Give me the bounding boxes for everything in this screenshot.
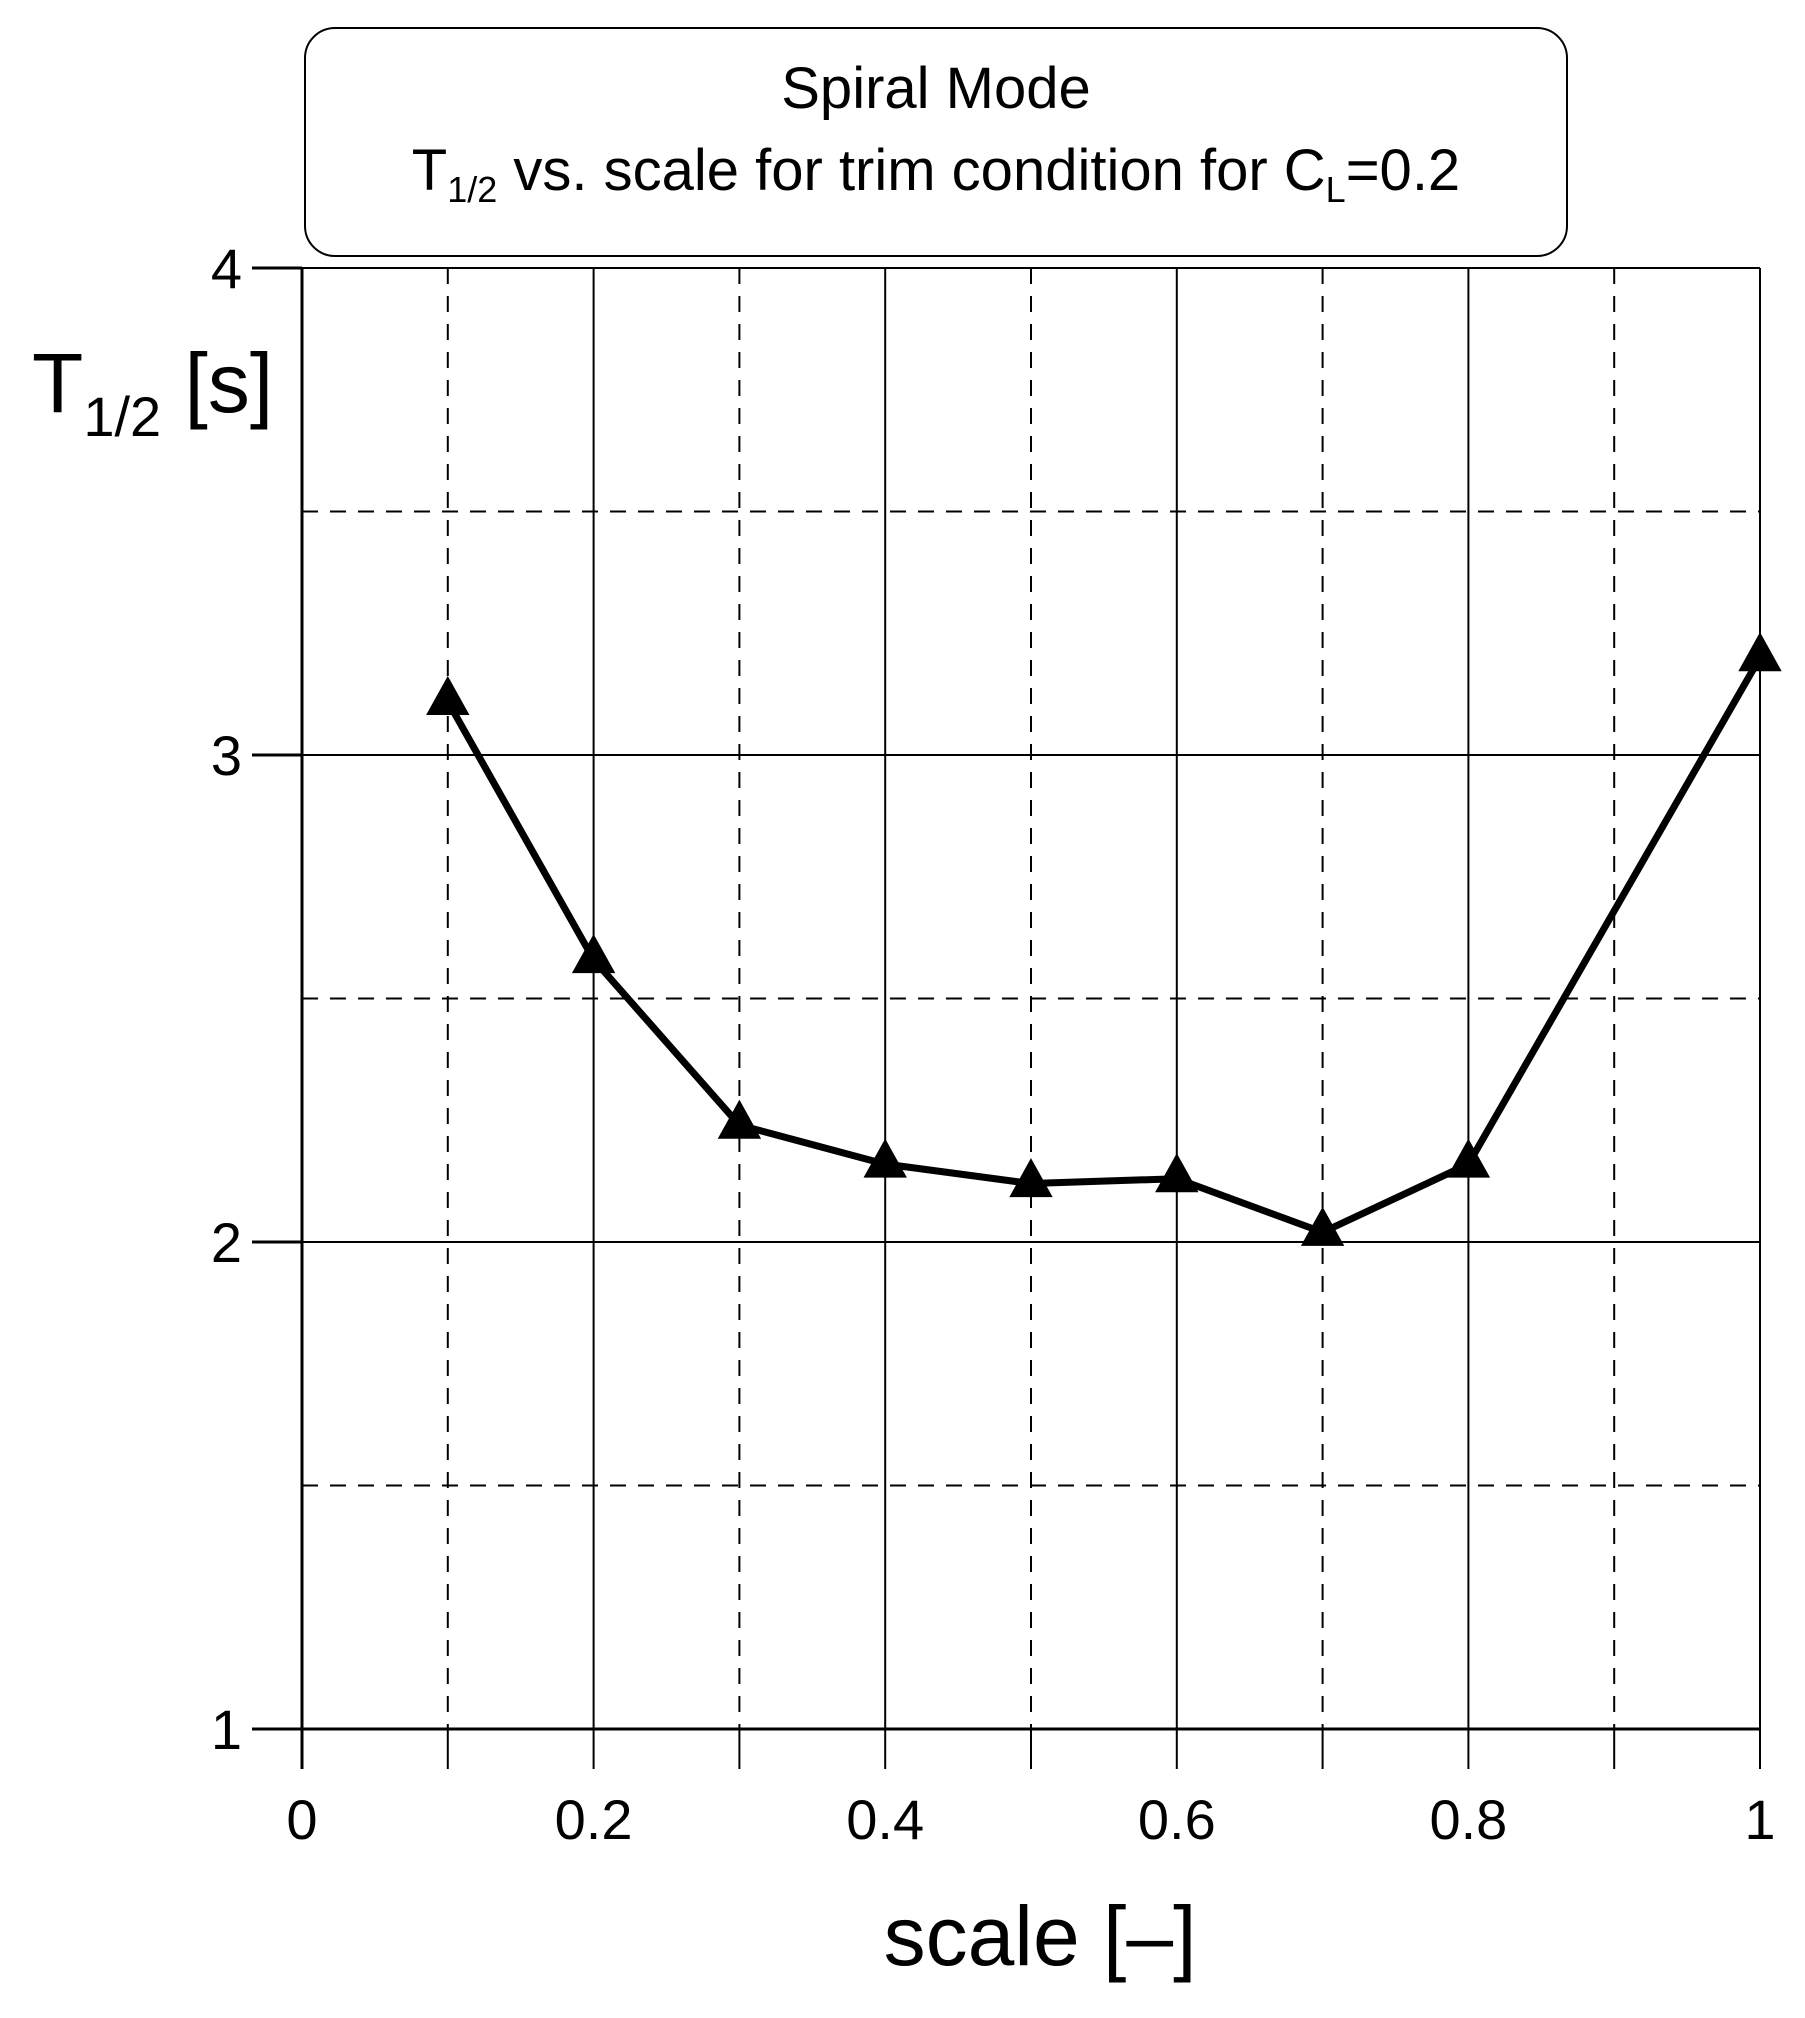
- data-point-marker: [1155, 1153, 1199, 1193]
- subtitle-cl-sub: L: [1326, 169, 1346, 210]
- data-point-marker: [863, 1138, 907, 1178]
- y-axis-unit: [s]: [161, 336, 273, 430]
- chart-title: Spiral Mode: [781, 56, 1090, 121]
- data-point-marker: [426, 675, 470, 716]
- data-point-marker: [1738, 632, 1782, 672]
- data-point-marker: [571, 934, 616, 974]
- axes: [252, 266, 1761, 1769]
- data-point-marker: [1009, 1158, 1053, 1198]
- subtitle-symbol: T: [412, 138, 447, 203]
- y-tick-label: 4: [211, 237, 242, 300]
- x-tick-label: 0.6: [1138, 1788, 1216, 1851]
- x-tick-label: 0.8: [1429, 1788, 1507, 1851]
- tick-labels: 1 2 3 4 0 0.2 0.4 0.6 0.8 1: [211, 237, 1776, 1851]
- subtitle-middle: vs. scale for trim condition for C: [497, 138, 1325, 203]
- subtitle-symbol-sub: 1/2: [447, 169, 497, 210]
- y-tick-label: 3: [211, 724, 242, 787]
- data-point-marker: [1446, 1138, 1491, 1178]
- chart-subtitle: T1/2 vs. scale for trim condition for CL…: [412, 138, 1460, 210]
- x-tick-label: 0.2: [555, 1788, 633, 1851]
- data-point-marker: [717, 1099, 762, 1139]
- subtitle-end: =0.2: [1346, 138, 1461, 203]
- x-tick-label: 1: [1744, 1788, 1775, 1851]
- x-tick-label: 0: [286, 1788, 317, 1851]
- x-axis-title: scale [–]: [884, 1889, 1197, 1983]
- x-tick-label: 0.4: [846, 1788, 924, 1851]
- y-tick-label: 2: [211, 1211, 242, 1274]
- y-tick-label: 1: [211, 1698, 242, 1761]
- y-axis-symbol-sub: 1/2: [83, 385, 161, 448]
- y-axis-symbol: T: [32, 336, 83, 430]
- data-series: [426, 632, 1782, 1246]
- title-box: [304, 27, 1568, 257]
- y-axis-title: T1/2 [s]: [32, 336, 273, 448]
- grid: [302, 267, 1761, 1729]
- series-line: [444, 655, 1764, 1236]
- data-point-marker: [1300, 1206, 1345, 1246]
